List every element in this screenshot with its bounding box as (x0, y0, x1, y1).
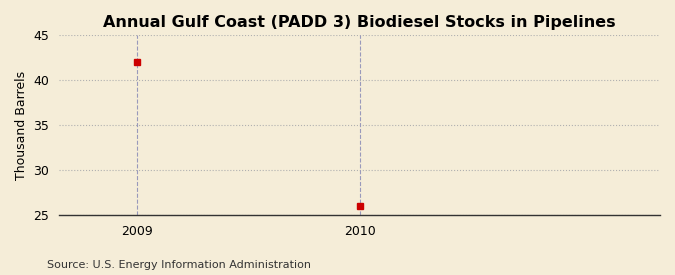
Title: Annual Gulf Coast (PADD 3) Biodiesel Stocks in Pipelines: Annual Gulf Coast (PADD 3) Biodiesel Sto… (103, 15, 616, 30)
Text: Source: U.S. Energy Information Administration: Source: U.S. Energy Information Administ… (47, 260, 311, 270)
Y-axis label: Thousand Barrels: Thousand Barrels (15, 71, 28, 180)
